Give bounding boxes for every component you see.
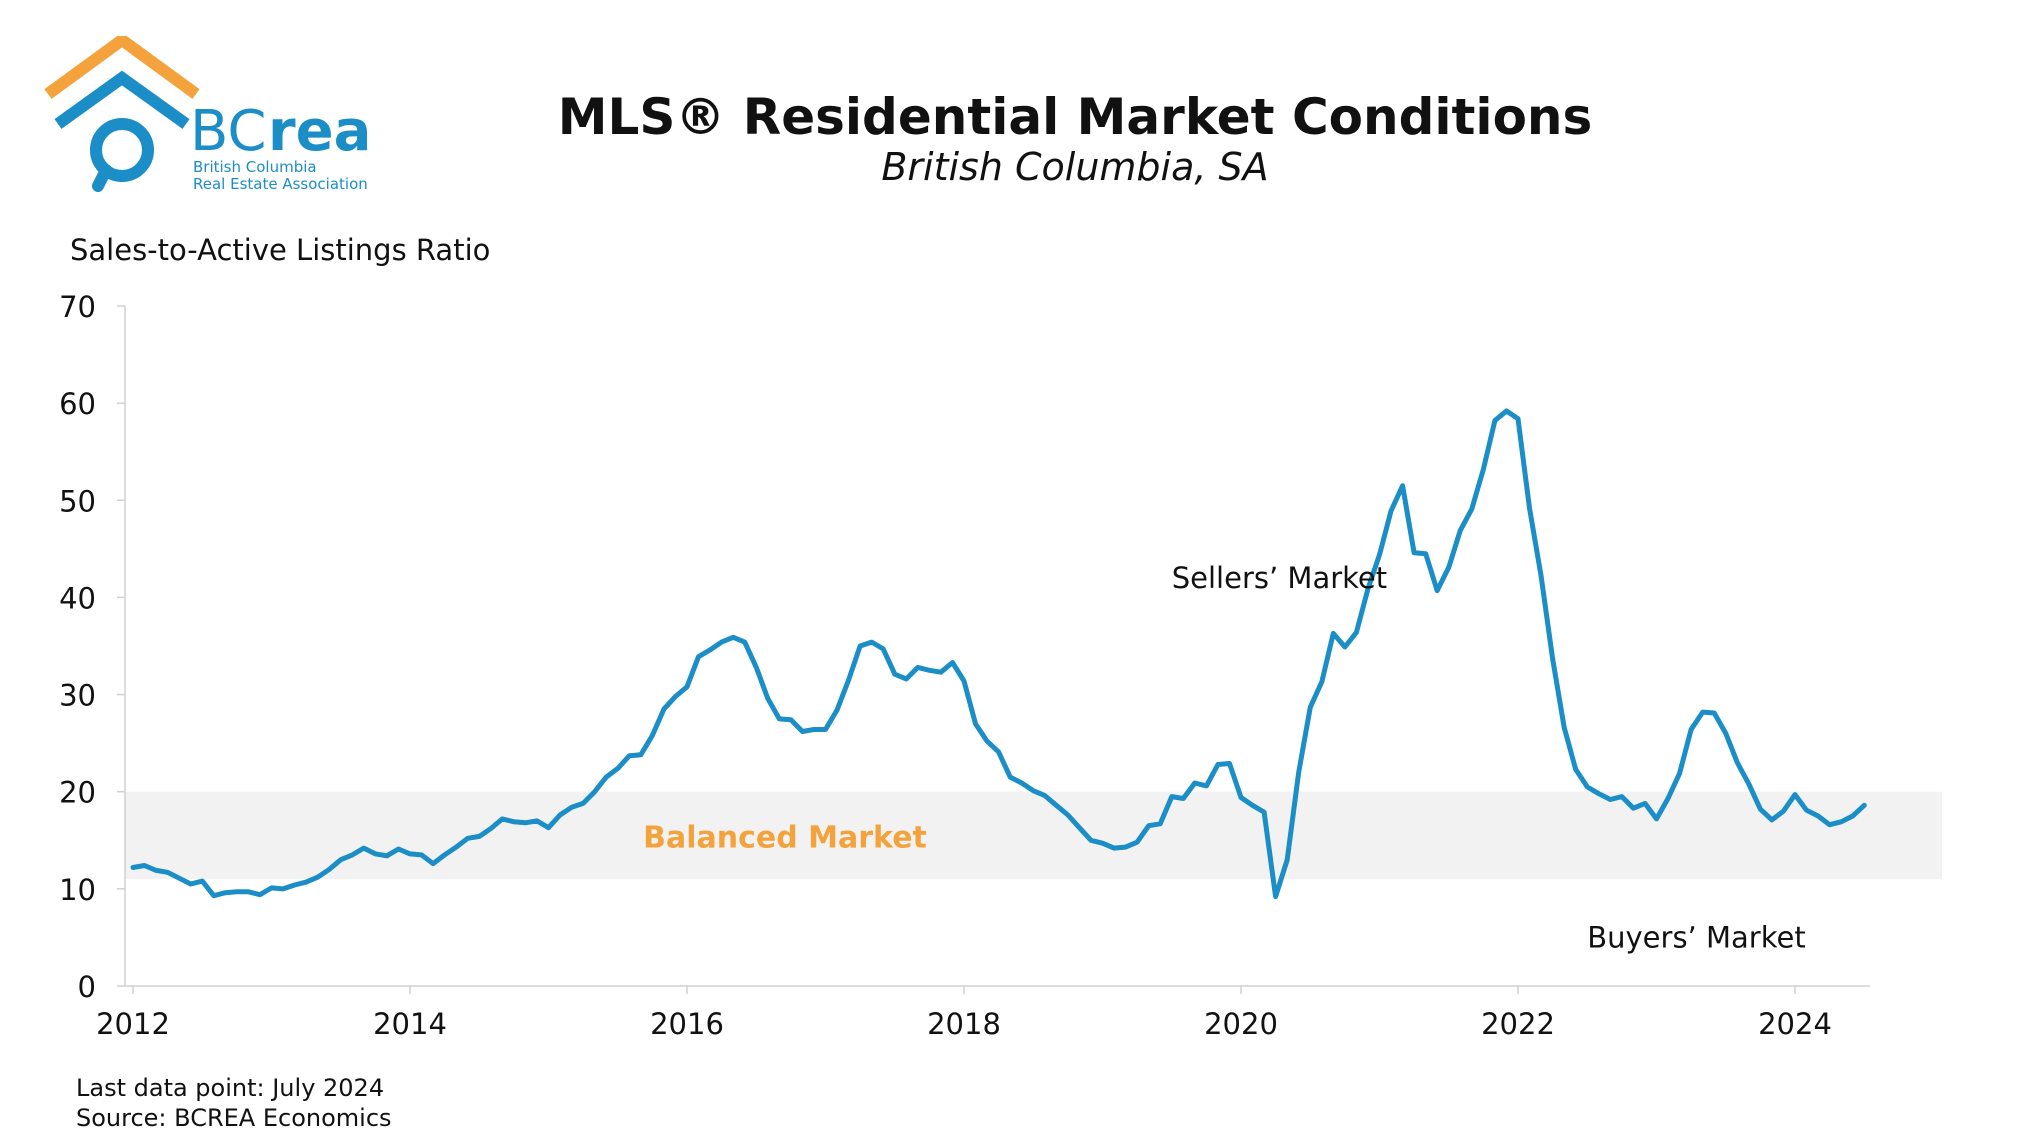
x-tick-label: 2012 bbox=[96, 1007, 170, 1041]
annotation-group: Balanced Market Sellers’ Market Buyers’ Ma… bbox=[643, 561, 1806, 954]
logo-line1: British Columbia bbox=[193, 158, 317, 176]
y-tick-label: 0 bbox=[78, 970, 96, 1004]
x-tick-label: 2024 bbox=[1758, 1007, 1832, 1041]
y-tick-label: 70 bbox=[59, 290, 96, 324]
series-line-group bbox=[130, 408, 1867, 900]
axes: 0 10 20 30 40 50 60 70 2012 2014 2016 2018 2020 2022 2… bbox=[59, 290, 1870, 1041]
logo-line2: Real Estate Association bbox=[193, 175, 368, 193]
y-tick-label: 50 bbox=[59, 484, 96, 518]
annotation-label: Buyers’ Market bbox=[1587, 920, 1805, 954]
y-tick-label: 60 bbox=[59, 387, 96, 421]
logo-brand-rea: rea bbox=[268, 99, 371, 164]
chart-title: MLS® Residential Market Conditions bbox=[558, 88, 1593, 146]
house-speech-bubble-icon: BC rea British Columbia Real Estate Asso… bbox=[44, 32, 371, 193]
balanced-market-band bbox=[125, 791, 1942, 880]
x-tick-label: 2014 bbox=[373, 1007, 447, 1041]
x-tick-label: 2020 bbox=[1204, 1007, 1278, 1041]
x-tick-label: 2018 bbox=[927, 1007, 1001, 1041]
footer-source: Source: BCREA Economics bbox=[76, 1104, 392, 1132]
y-tick-label: 20 bbox=[59, 776, 96, 810]
x-tick-label: 2016 bbox=[650, 1007, 724, 1041]
annotation-label: Sellers’ Market bbox=[1172, 561, 1387, 595]
footer-last-data-point: Last data point: July 2024 bbox=[76, 1074, 385, 1102]
y-tick-label: 40 bbox=[59, 581, 96, 615]
chart-subtitle: British Columbia, SA bbox=[881, 145, 1268, 189]
series-line bbox=[130, 408, 1867, 900]
balanced-market-band-group bbox=[125, 791, 1942, 880]
bcrea-logo: BC rea British Columbia Real Estate Asso… bbox=[40, 32, 400, 196]
x-tick-label: 2022 bbox=[1481, 1007, 1555, 1041]
logo-brand-bc: BC bbox=[190, 99, 267, 164]
y-tick-label: 10 bbox=[59, 873, 96, 907]
y-axis-label: Sales-to-Active Listings Ratio bbox=[70, 233, 490, 267]
y-tick-label: 30 bbox=[59, 679, 96, 713]
balanced-market-label: Balanced Market bbox=[643, 820, 927, 855]
